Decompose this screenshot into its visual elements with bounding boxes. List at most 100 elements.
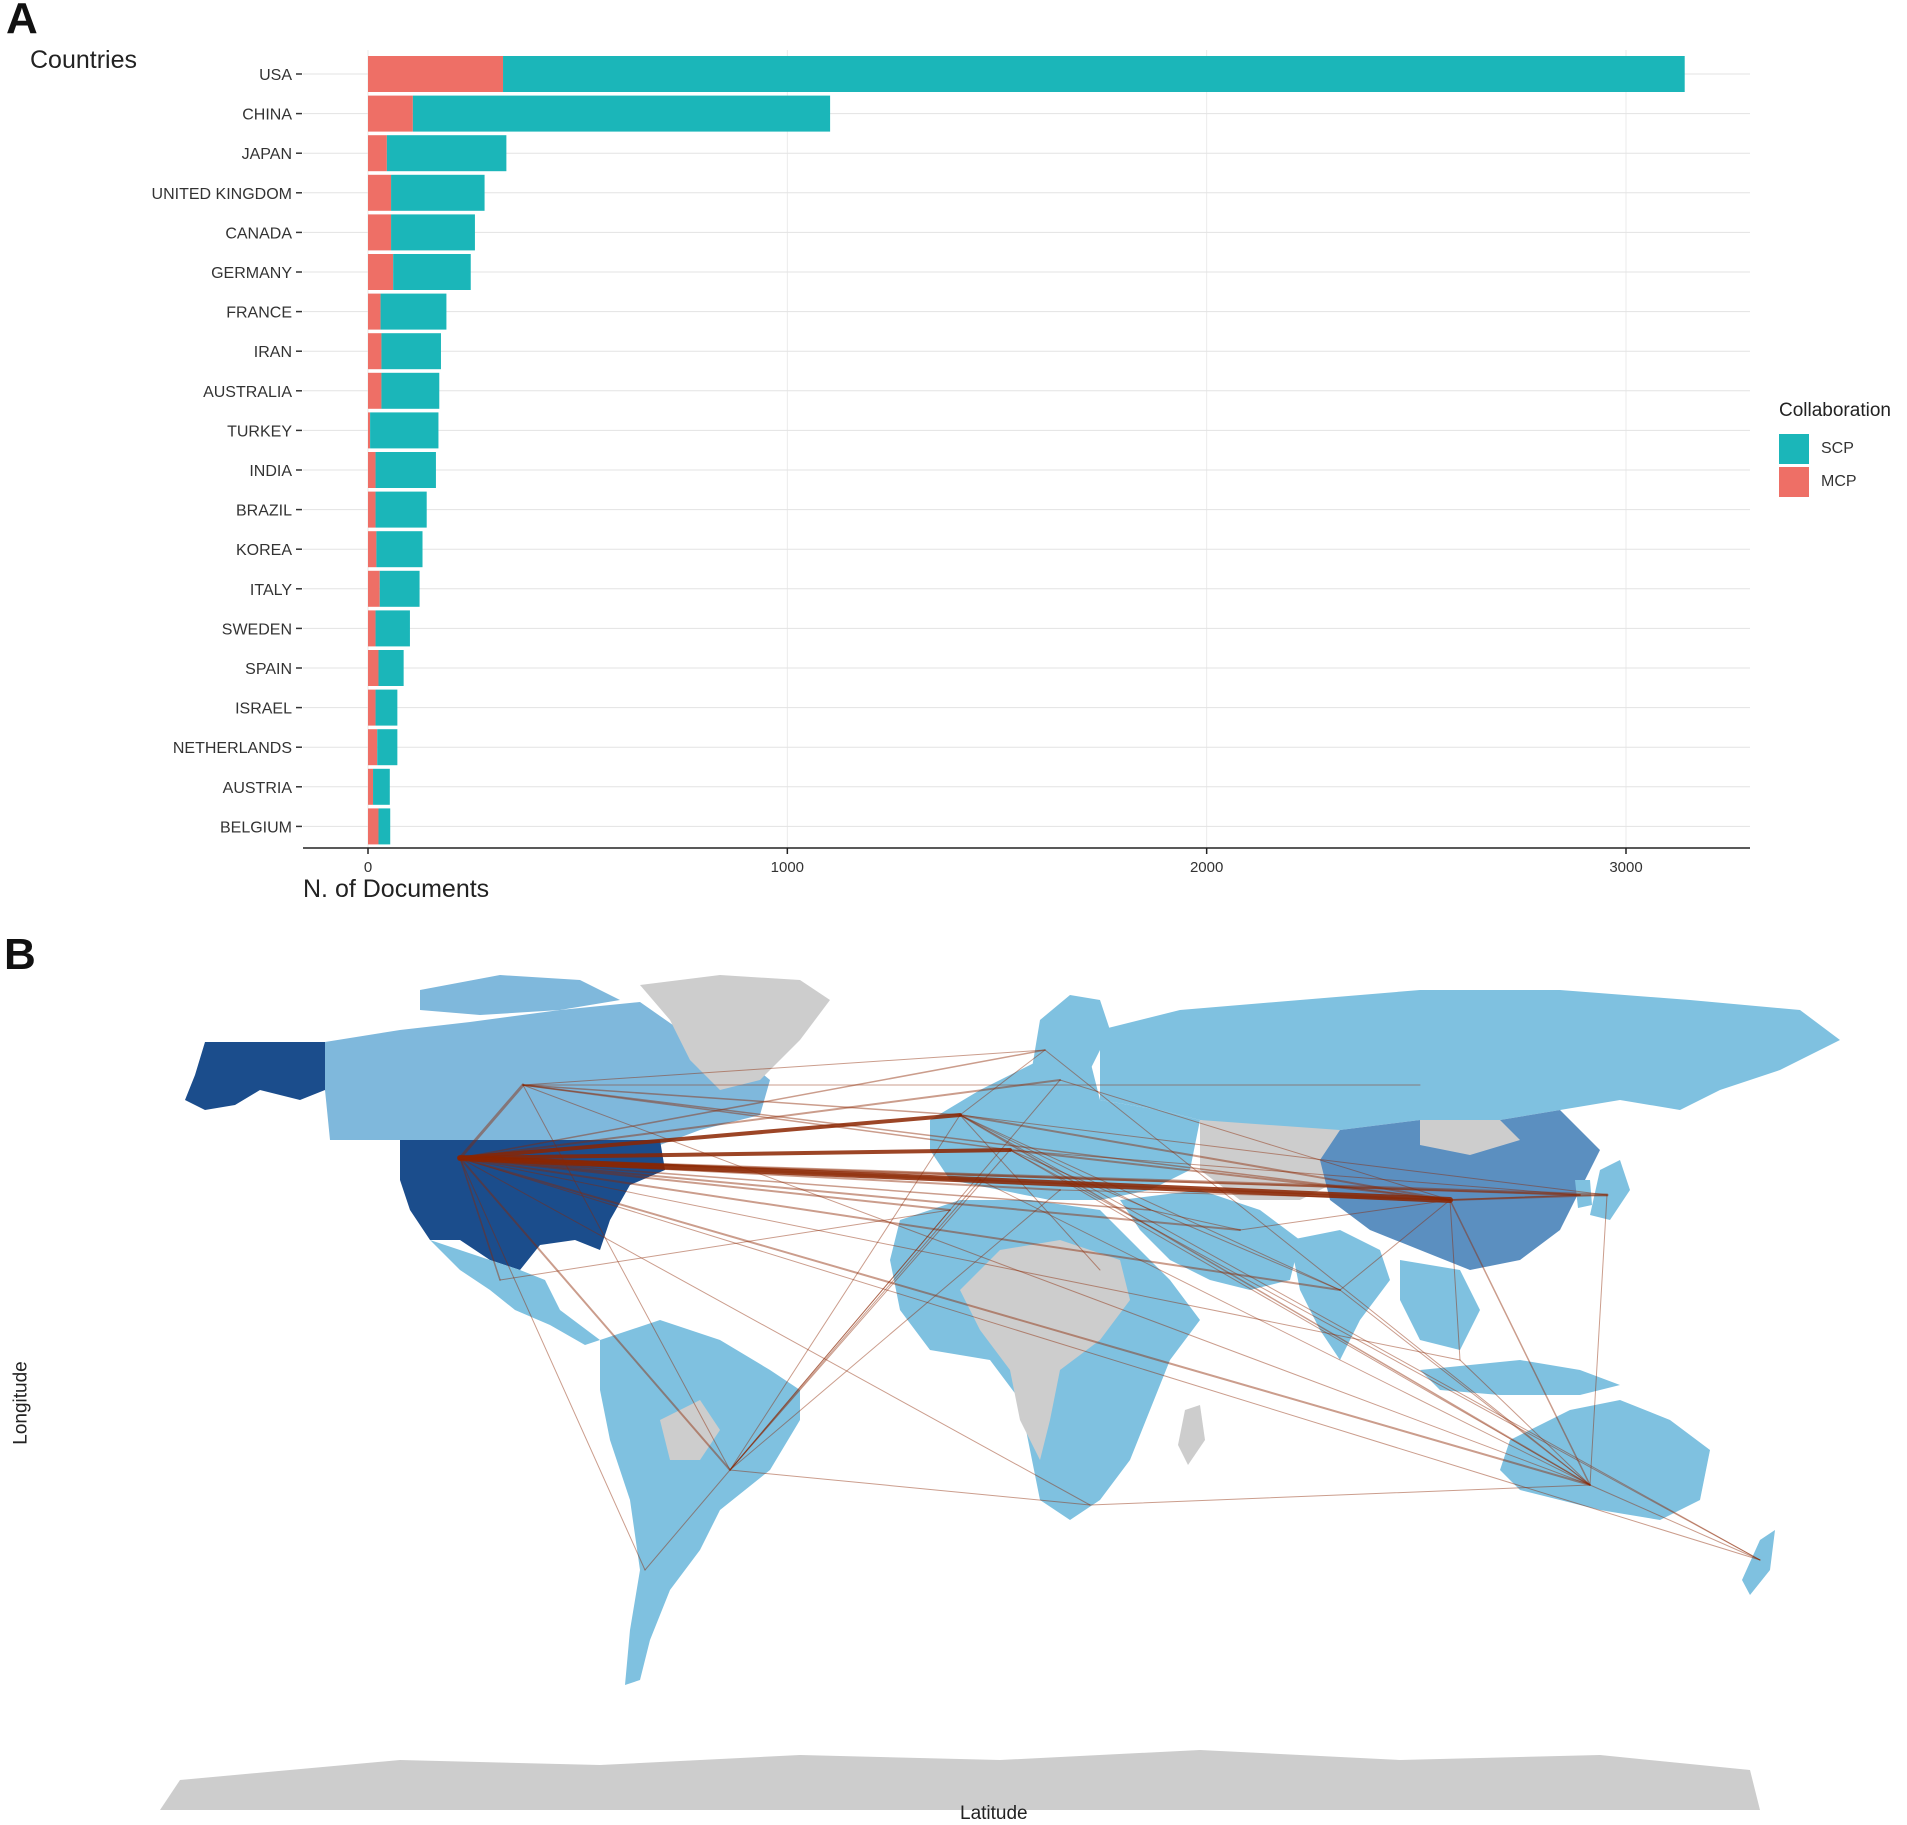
collab-link-mexico-spain — [499, 1209, 951, 1281]
map-region-new-zealand — [1742, 1530, 1775, 1595]
bar-scp-usa — [503, 56, 1685, 92]
y-tick-label: INDIA — [249, 463, 292, 480]
collab-link-uk-brazil — [729, 1114, 961, 1471]
bar-mcp-australia — [368, 372, 382, 409]
bar-mcp-china — [368, 95, 413, 132]
panel-b-letter: B — [4, 930, 36, 979]
bar-mcp-italy — [368, 570, 380, 607]
collab-link-canada-australia — [522, 1084, 1591, 1486]
collab-link-iran-china — [1239, 1199, 1451, 1231]
collab-link-usa-chile — [459, 1157, 646, 1571]
collab-link-uk-china — [959, 1114, 1451, 1201]
collab-link-canada-uk — [522, 1084, 961, 1116]
collab-link-usa-iran — [459, 1157, 1241, 1231]
map-region-china — [1320, 1110, 1600, 1270]
collab-link-usa-singapore — [459, 1157, 1461, 1361]
y-tick-label: AUSTRALIA — [203, 384, 292, 401]
y-tick-label: AUSTRIA — [223, 780, 293, 797]
collab-link-germany-newzealand — [1009, 1149, 1761, 1561]
legend-label-mcp: MCP — [1821, 472, 1857, 490]
legend: Collaboration SCP MCP — [1779, 400, 1891, 498]
legend-item-scp: SCP — [1779, 432, 1891, 465]
collab-link-canada-china — [522, 1084, 1451, 1201]
bar-mcp-brazil — [368, 491, 376, 528]
x-tick-label: 0 — [364, 859, 372, 876]
collab-link-france-china — [979, 1179, 1451, 1201]
bar-scp-netherlands — [377, 729, 398, 766]
map-region-south-america — [600, 1320, 800, 1685]
collab-link-japan-uk — [959, 1114, 1608, 1196]
collab-link-usa-china — [457, 1155, 1453, 1203]
bar-mcp-germany — [368, 254, 394, 290]
collab-link-brazil-southafrica — [729, 1469, 1091, 1506]
map-region-nodata-mongolia — [1420, 1120, 1520, 1155]
bar-scp-china — [412, 95, 831, 132]
collab-link-china-australia — [1449, 1199, 1591, 1486]
map-landmasses — [160, 975, 1840, 1810]
collab-link-usa-france — [458, 1156, 982, 1182]
y-tick-label: SWEDEN — [222, 621, 292, 638]
collab-link-germany-india — [1009, 1149, 1341, 1291]
bar-mcp-spain — [368, 650, 379, 686]
collab-link-australia-japan — [1589, 1194, 1608, 1486]
y-tick-label: UNITED KINGDOM — [152, 186, 292, 203]
bar-scp-austria — [373, 768, 390, 805]
collab-link-france-australia — [979, 1179, 1591, 1486]
collab-link-china-singapore — [1449, 1199, 1461, 1361]
collab-link-usa-australia — [459, 1157, 1591, 1486]
collab-link-usa-spain — [459, 1157, 951, 1211]
collab-link-germany-china — [1009, 1149, 1451, 1201]
bar-mcp-korea — [368, 531, 377, 568]
collab-link-usa-korea — [459, 1157, 1581, 1196]
bar-scp-turkey — [370, 412, 439, 449]
collab-link-southafrica-australia — [1089, 1484, 1591, 1506]
collab-link-usa-japan — [458, 1156, 1609, 1197]
bar-scp-india — [375, 452, 436, 488]
panel-a-letter: A — [6, 0, 38, 43]
collab-link-canada-germany — [522, 1084, 1011, 1151]
collab-link-usa-newzealand — [459, 1157, 1761, 1561]
y-tick-label: NETHERLANDS — [173, 740, 292, 757]
bar-scp-italy — [379, 570, 420, 607]
y-tick-label: KOREA — [236, 542, 292, 559]
map-region-nodata-africa — [960, 1240, 1130, 1460]
map-region-nodata-central-asia — [1200, 1120, 1340, 1200]
collab-link-sweden-brazil — [729, 1079, 1061, 1471]
x-tick-label: 3000 — [1609, 859, 1642, 876]
bar-scp-canada — [391, 214, 475, 251]
y-tick-label: BRAZIL — [236, 503, 292, 520]
y-tick-label: SPAIN — [245, 661, 292, 678]
map-region-middle-east — [1120, 1190, 1300, 1290]
bar-mcp-netherlands — [368, 729, 378, 766]
collab-link-australia-india — [1339, 1289, 1591, 1486]
legend-swatch-scp — [1779, 433, 1809, 464]
x-tick-label: 2000 — [1190, 859, 1223, 876]
collab-link-germany-brazil — [729, 1149, 1011, 1471]
map-region-usa — [400, 1140, 665, 1270]
bar-mcp-austria — [368, 768, 374, 805]
collab-link-usa-mexico — [459, 1157, 501, 1281]
collab-link-italy-china — [1059, 1189, 1451, 1201]
collab-link-egypt-uk — [959, 1114, 1101, 1271]
y-tick-label: FRANCE — [226, 305, 292, 322]
x-tick-label: 1000 — [771, 859, 804, 876]
map-region-india — [1290, 1230, 1390, 1360]
bar-scp-korea — [376, 531, 423, 568]
collab-link-usa-uk — [458, 1113, 962, 1160]
legend-title: Collaboration — [1779, 400, 1891, 421]
collab-link-india-china — [1339, 1199, 1451, 1291]
collab-link-sweden-china — [1059, 1079, 1451, 1201]
collab-link-usa-southafrica — [459, 1157, 1091, 1506]
collab-link-uk-australia — [959, 1114, 1591, 1486]
map-region-mexico — [430, 1240, 600, 1345]
bar-mcp-canada — [368, 214, 392, 251]
bar-scp-united-kingdom — [391, 174, 485, 211]
legend-swatch-mcp — [1779, 466, 1809, 497]
collab-link-usa-sweden — [459, 1079, 1061, 1159]
map-region-europe — [930, 1050, 1200, 1200]
bar-mcp-united-kingdom — [368, 174, 392, 211]
x-axis-title: N. of Documents — [303, 875, 490, 903]
map-region-se-asia — [1400, 1260, 1480, 1350]
y-tick-label: ITALY — [250, 582, 292, 599]
bar-mcp-israel — [368, 689, 376, 726]
